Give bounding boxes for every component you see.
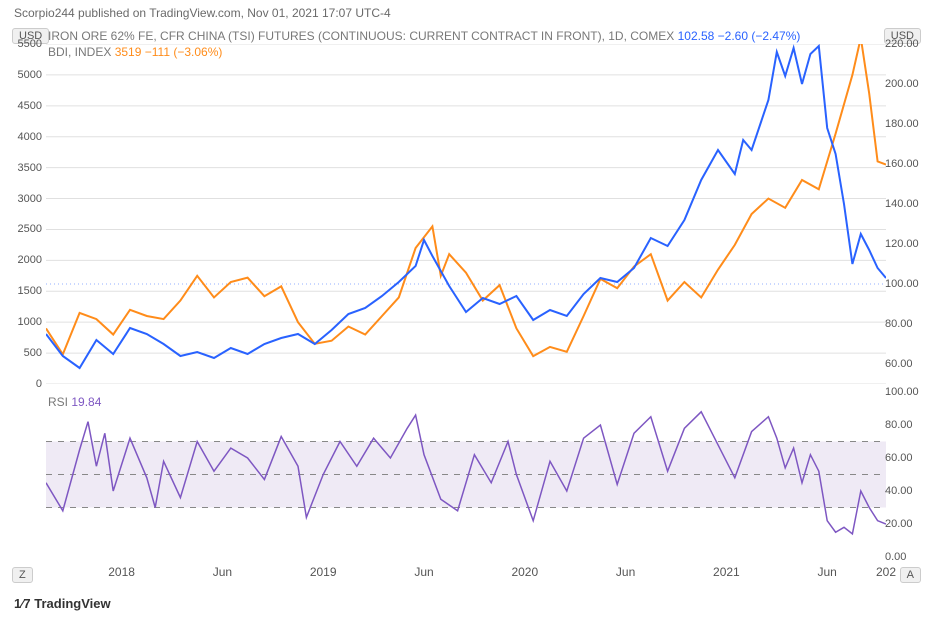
publish-info: Scorpio244 published on TradingView.com,… — [14, 6, 391, 20]
legend-iron-change: −2.60 — [718, 29, 748, 43]
x-tick: 2020 — [511, 565, 538, 579]
rsi-tick: 100.00 — [885, 386, 923, 398]
a-badge[interactable]: A — [900, 567, 921, 583]
y-left-tick: 3500 — [10, 162, 42, 174]
x-tick: Jun — [616, 565, 635, 579]
y-left-tick: 2000 — [10, 254, 42, 266]
y-right-tick: 220.00 — [885, 38, 923, 50]
y-right-tick: 120.00 — [885, 238, 923, 250]
x-tick: 2018 — [108, 565, 135, 579]
y-left-tick: 2500 — [10, 223, 42, 235]
x-tick: 2021 — [713, 565, 740, 579]
rsi-chart[interactable] — [46, 392, 886, 557]
y-left-tick: 5000 — [10, 69, 42, 81]
legend-iron-ore: IRON ORE 62% FE, CFR CHINA (TSI) FUTURES… — [48, 29, 800, 43]
rsi-tick: 40.00 — [885, 485, 923, 497]
y-left-tick: 5500 — [10, 38, 42, 50]
y-right-tick: 140.00 — [885, 198, 923, 210]
tradingview-logo[interactable]: 1⁄7 TradingView — [14, 596, 111, 611]
y-right-tick: 160.00 — [885, 158, 923, 170]
y-right-tick: 80.00 — [885, 318, 923, 330]
x-tick: Jun — [818, 565, 837, 579]
z-badge[interactable]: Z — [12, 567, 33, 583]
y-left-tick: 4000 — [10, 131, 42, 143]
y-right-tick: 60.00 — [885, 358, 923, 370]
x-tick: 2019 — [310, 565, 337, 579]
rsi-tick: 60.00 — [885, 452, 923, 464]
y-right-tick: 100.00 — [885, 278, 923, 290]
y-left-tick: 1000 — [10, 316, 42, 328]
main-chart[interactable] — [46, 44, 886, 384]
legend-iron-last: 102.58 — [678, 29, 715, 43]
y-left-tick: 500 — [10, 347, 42, 359]
legend-iron-pct: (−2.47%) — [751, 29, 800, 43]
logo-text: TradingView — [34, 596, 110, 611]
x-tick: Jun — [414, 565, 433, 579]
rsi-tick: 80.00 — [885, 419, 923, 431]
x-tick: 202 — [876, 565, 896, 579]
logo-icon: 1⁄7 — [14, 596, 31, 611]
y-right-tick: 180.00 — [885, 118, 923, 130]
y-left-tick: 1500 — [10, 285, 42, 297]
rsi-tick: 0.00 — [885, 551, 923, 563]
y-left-tick: 3000 — [10, 193, 42, 205]
rsi-tick: 20.00 — [885, 518, 923, 530]
x-tick: Jun — [213, 565, 232, 579]
y-right-tick: 200.00 — [885, 78, 923, 90]
legend-iron-title: IRON ORE 62% FE, CFR CHINA (TSI) FUTURES… — [48, 29, 674, 43]
y-left-tick: 0 — [10, 378, 42, 390]
y-left-tick: 4500 — [10, 100, 42, 112]
